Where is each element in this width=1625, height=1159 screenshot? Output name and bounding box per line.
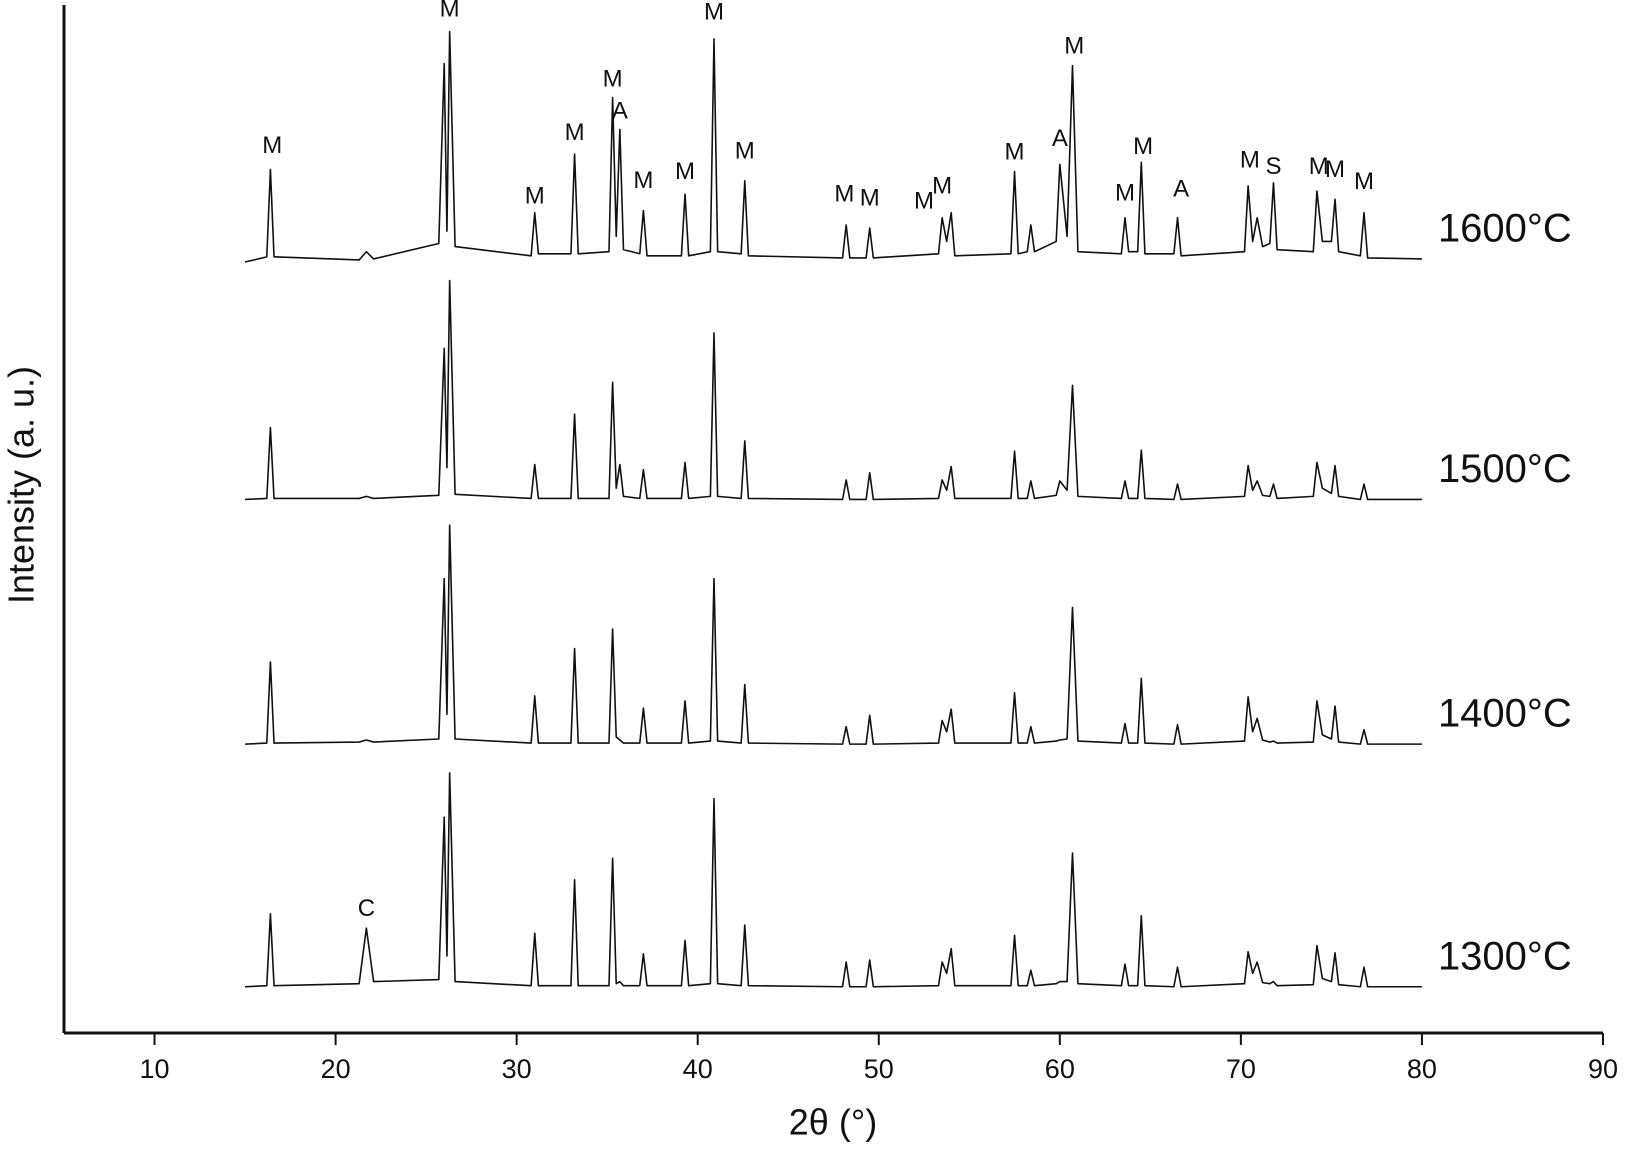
peak-annotation: M [440,0,460,22]
x-tick-label: 20 [321,1054,351,1084]
peak-annotation: A [612,97,628,124]
peak-annotation: M [860,185,880,212]
x-tick-label: 60 [1045,1054,1075,1084]
peak-annotation: M [565,119,585,146]
peak-annotation: M [1005,138,1025,165]
xrd-pattern [244,30,1422,263]
series-label: 1300°C [1438,934,1572,978]
xrd-pattern [245,772,1422,988]
peak-annotation: A [1052,125,1068,152]
peak-annotation: M [633,167,653,194]
x-tick-label: 10 [140,1054,170,1084]
peak-annotation: M [675,158,695,185]
peak-annotation: M [1309,153,1329,180]
x-tick-label: 90 [1588,1054,1618,1084]
peak-annotation: M [1240,147,1260,174]
peak-annotation: S [1265,153,1281,180]
y-axis-title: Intensity (a. u.) [1,366,42,604]
peak-annotation: M [1064,32,1084,59]
x-tick-label: 50 [864,1054,894,1084]
peak-annotation: M [704,0,724,26]
x-tick-label: 40 [683,1054,713,1084]
peak-annotation: M [735,137,755,164]
peak-annotation: C [358,895,375,922]
peak-annotation: M [1354,168,1374,195]
series-label: 1500°C [1438,447,1572,491]
x-tick-label: 70 [1226,1054,1256,1084]
peak-annotation: M [603,65,623,92]
xrd-pattern [245,279,1422,501]
peak-annotation: M [262,132,282,159]
peak-annotation: M [1133,133,1153,160]
peak-annotation: M [914,188,934,215]
x-tick-label: 80 [1407,1054,1437,1084]
xrd-pattern [245,524,1422,745]
x-axis-title: 2θ (°) [789,1102,877,1143]
peak-annotation: M [932,172,952,199]
series-label: 1600°C [1438,206,1572,250]
series-label: 1400°C [1438,692,1572,736]
x-tick-label: 30 [502,1054,532,1084]
peak-annotation: M [1325,156,1345,183]
peak-annotation: M [834,181,854,208]
peak-annotation: A [1173,175,1189,202]
peak-annotation: M [525,183,545,210]
peak-annotation: M [1115,179,1135,206]
